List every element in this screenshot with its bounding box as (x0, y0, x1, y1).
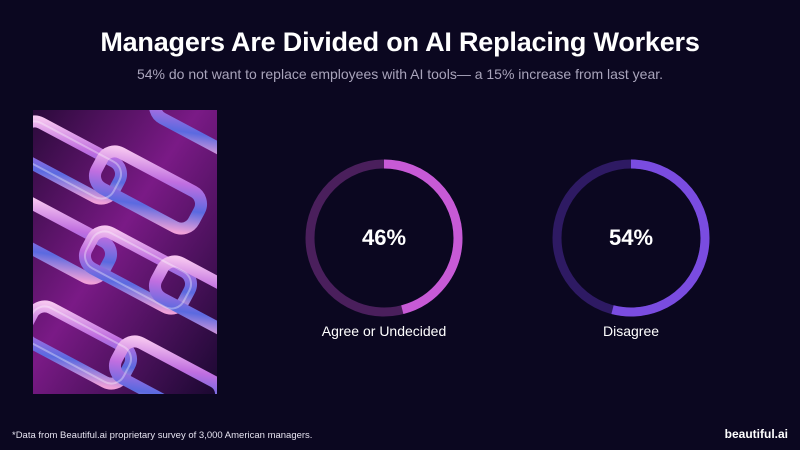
donut-arc-disagree (552, 159, 710, 317)
chain-links-image (33, 110, 217, 394)
brand-logo: beautiful.ai (724, 427, 788, 441)
donut-chart-disagree: 54% (549, 156, 713, 320)
slide-subtitle: 54% do not want to replace employees wit… (136, 66, 664, 82)
donut-label-disagree: Disagree (602, 323, 660, 339)
donut-chart-agree: 46% (302, 156, 466, 320)
donut-value-agree: 46% (361, 225, 407, 250)
slide-title: Managers Are Divided on AI Replacing Wor… (100, 27, 700, 57)
donut-arc-agree (305, 159, 463, 317)
donut-value-disagree: 54% (608, 225, 654, 250)
footnote: *Data from Beautiful.ai proprietary surv… (12, 430, 313, 441)
donut-label-agree: Agree or Undecided (321, 323, 447, 339)
